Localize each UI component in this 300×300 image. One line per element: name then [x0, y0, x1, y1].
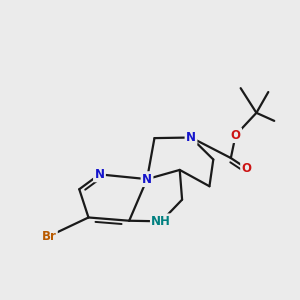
Text: NH: NH [152, 215, 171, 228]
Text: N: N [186, 131, 196, 144]
Text: O: O [231, 129, 241, 142]
Text: N: N [142, 172, 152, 186]
Text: Br: Br [41, 230, 56, 243]
Text: N: N [94, 168, 104, 181]
Text: O: O [242, 162, 252, 175]
